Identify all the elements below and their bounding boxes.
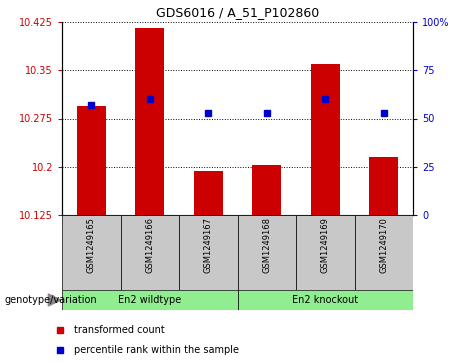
Bar [296,215,355,290]
Bar [311,64,340,215]
Text: GSM1249170: GSM1249170 [379,217,388,273]
Polygon shape [48,294,61,306]
Bar [252,166,281,215]
Bar [237,215,296,290]
Bar [135,28,165,215]
Text: GSM1249166: GSM1249166 [145,217,154,273]
Bar [237,290,413,310]
Text: GSM1249165: GSM1249165 [87,217,96,273]
Bar [62,215,120,290]
Text: transformed count: transformed count [74,325,165,335]
Bar [77,106,106,215]
Bar [62,290,237,310]
Text: GSM1249169: GSM1249169 [321,217,330,273]
Text: En2 wildtype: En2 wildtype [118,295,181,305]
Text: GSM1249167: GSM1249167 [204,217,213,273]
Text: genotype/variation: genotype/variation [5,295,97,305]
Title: GDS6016 / A_51_P102860: GDS6016 / A_51_P102860 [156,7,319,20]
Text: En2 knockout: En2 knockout [292,295,358,305]
Text: GSM1249168: GSM1249168 [262,217,271,273]
Text: percentile rank within the sample: percentile rank within the sample [74,345,239,355]
Bar [355,215,413,290]
Bar [179,215,237,290]
Bar [194,171,223,215]
Bar [369,157,398,215]
Bar [120,215,179,290]
